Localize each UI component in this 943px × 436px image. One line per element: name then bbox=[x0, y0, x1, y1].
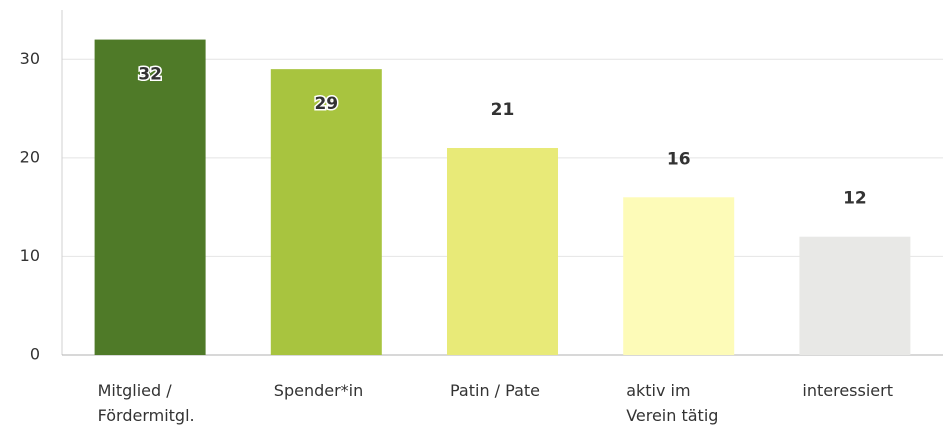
x-tick-label: aktiv im Verein tätig bbox=[626, 381, 719, 425]
y-tick-label: 30 bbox=[20, 49, 40, 68]
x-tick-label: Spender*in bbox=[273, 381, 364, 400]
value-label: 29 bbox=[314, 94, 338, 114]
bar bbox=[799, 236, 911, 355]
y-tick-label: 0 bbox=[30, 345, 40, 364]
y-tick-label: 20 bbox=[20, 147, 40, 166]
value-label: 32 bbox=[138, 65, 162, 85]
value-label: 16 bbox=[667, 149, 691, 169]
bar bbox=[447, 148, 558, 355]
bar bbox=[623, 197, 735, 355]
value-label: 12 bbox=[843, 189, 867, 209]
x-tick-label: Mitglied / Fördermitgl. bbox=[97, 381, 195, 425]
bar bbox=[270, 69, 382, 356]
x-tick-label: interessiert bbox=[802, 381, 893, 400]
value-label: 21 bbox=[491, 100, 515, 120]
bar bbox=[94, 39, 206, 355]
x-tick-label: Patin / Pate bbox=[450, 381, 541, 400]
y-tick-label: 10 bbox=[20, 246, 40, 265]
